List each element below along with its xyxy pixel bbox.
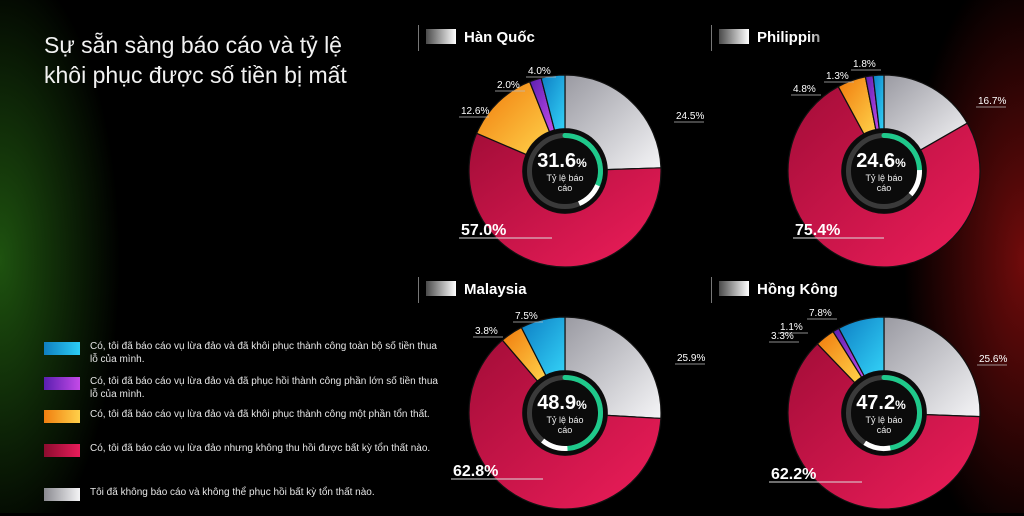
ring-highlight <box>863 440 891 451</box>
legend-item-none-recovered: Có, tôi đã báo cáo vụ lừa đảo nhưng khôn… <box>44 442 444 472</box>
center-value: 47.2% <box>856 392 906 414</box>
data-label-full: 7.5% <box>515 311 538 322</box>
data-label-most: 1.3% <box>826 71 849 82</box>
panel-divider <box>418 25 419 51</box>
center-label: Tỷ lệ báo <box>865 173 902 183</box>
page-title: Sự sẵn sàng báo cáo và tỷ lệ khôi phục đ… <box>44 30 347 90</box>
ring-progress <box>881 132 923 173</box>
data-label-partial: 3.3% <box>771 331 794 342</box>
center-value: 48.9% <box>537 392 587 414</box>
title-line-2: khôi phục được số tiền bị mất <box>44 62 347 88</box>
legend-item-partial: Có, tôi đã báo cáo vụ lừa đảo và đã khôi… <box>44 408 444 438</box>
ring-progress <box>562 132 604 188</box>
panel-divider <box>418 277 419 303</box>
center-label: cáo <box>558 183 573 193</box>
ring-highlight <box>577 184 600 206</box>
data-label-none-recovered: 62.8% <box>453 463 498 480</box>
data-label-none-recovered: 57.0% <box>461 222 506 239</box>
legend-swatch <box>44 444 80 457</box>
title-fade <box>808 29 837 47</box>
data-label-most: 1.1% <box>780 322 803 333</box>
legend-swatch <box>44 342 80 355</box>
data-label-full: 4.0% <box>528 66 551 77</box>
center-label: cáo <box>877 183 892 193</box>
data-label-none-recovered: 75.4% <box>795 222 840 239</box>
panel-gradient-marker <box>426 29 456 44</box>
panel-title-text: Malaysia <box>464 281 527 298</box>
data-label-partial: 4.8% <box>793 84 816 95</box>
legend-item-not-reported: Tôi đã không báo cáo và không thể phục h… <box>44 486 444 516</box>
panel-divider <box>711 277 712 303</box>
ring-highlight <box>541 438 568 451</box>
panel-title-text: Hàn Quốc <box>464 29 535 46</box>
center-disc <box>522 370 608 456</box>
legend-label: Có, tôi đã báo cáo vụ lừa đảo và đã phục… <box>90 376 438 400</box>
data-label-full: 1.8% <box>853 59 876 70</box>
ring-progress <box>562 374 603 451</box>
data-label-not_reported: 16.7% <box>978 96 1006 107</box>
data-label-none-recovered: 62.2% <box>771 466 816 483</box>
panel-gradient-marker <box>719 281 749 296</box>
legend-item-most: Có, tôi đã báo cáo vụ lừa đảo và đã phục… <box>44 375 444 405</box>
panel-title-malaysia: Malaysia <box>418 277 527 303</box>
legend-label: Có, tôi đã báo cáo vụ lừa đảo và đã khôi… <box>90 409 430 420</box>
legend-swatch <box>44 410 80 423</box>
center-label: Tỷ lệ báo <box>546 415 583 425</box>
data-label-not_reported: 25.6% <box>979 354 1007 365</box>
center-label: Tỷ lệ báo <box>865 415 902 425</box>
data-label-partial: 3.8% <box>475 326 498 337</box>
center-label: cáo <box>558 425 573 435</box>
data-label-not_reported: 25.9% <box>677 353 705 364</box>
center-value: 31.6% <box>537 150 587 172</box>
legend-label: Có, tôi đã báo cáo vụ lừa đảo nhưng khôn… <box>90 443 431 454</box>
center-value: 24.6% <box>856 150 906 172</box>
panel-title-korea: Hàn Quốc <box>418 25 535 51</box>
data-label-partial: 12.6% <box>461 106 489 117</box>
center-disc <box>522 128 608 214</box>
center-disc <box>841 370 927 456</box>
panel-gradient-marker <box>426 281 456 296</box>
panel-title-text: Philippin <box>757 29 821 46</box>
panel-gradient-marker <box>719 29 749 44</box>
title-line-1: Sự sẵn sàng báo cáo và tỷ lệ <box>44 32 342 58</box>
panel-title-text: Hồng Kông <box>757 281 838 298</box>
legend-item-full: Có, tôi đã báo cáo vụ lừa đảo và đã khôi… <box>44 340 444 370</box>
center-disc <box>841 128 927 214</box>
center-label: Tỷ lệ báo <box>546 173 583 183</box>
legend-label: Có, tôi đã báo cáo vụ lừa đảo và đã khôi… <box>90 341 437 365</box>
data-label-not_reported: 24.5% <box>676 111 704 122</box>
legend-swatch <box>44 488 80 501</box>
data-label-full: 7.8% <box>809 308 832 319</box>
panel-title-hongkong: Hồng Kông <box>711 277 838 303</box>
data-label-most: 2.0% <box>497 80 520 91</box>
panel-divider <box>711 25 712 51</box>
slice-none_recovered <box>468 339 662 510</box>
panel-title-philippines: Philippin <box>711 25 837 51</box>
ring-highlight <box>908 170 923 197</box>
legend-swatch <box>44 377 80 390</box>
center-label: cáo <box>877 425 892 435</box>
ring-progress <box>881 374 922 451</box>
legend-label: Tôi đã không báo cáo và không thể phục h… <box>90 487 375 498</box>
